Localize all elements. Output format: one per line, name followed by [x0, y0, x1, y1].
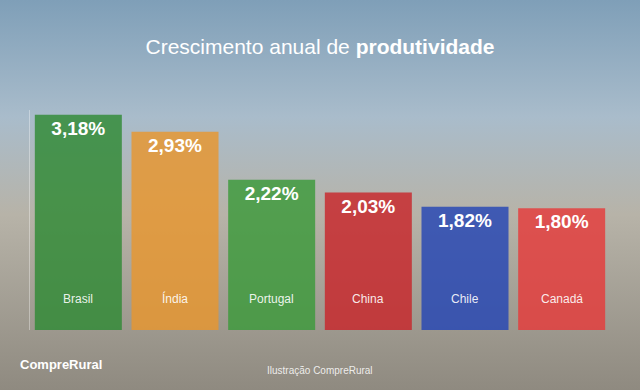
svg-text:China: China: [352, 292, 384, 306]
svg-text:Canadá: Canadá: [541, 292, 583, 306]
svg-text:Chile: Chile: [451, 292, 479, 306]
svg-text:1,80%: 1,80%: [535, 211, 589, 232]
svg-text:Ilustração CompreRural: Ilustração CompreRural: [267, 365, 373, 376]
svg-text:Índia: Índia: [162, 291, 188, 306]
svg-text:Crescimento anual de produtivi: Crescimento anual de produtividade: [146, 35, 495, 58]
svg-text:2,03%: 2,03%: [341, 196, 395, 217]
svg-text:Brasil: Brasil: [63, 292, 93, 306]
svg-text:CompreRural: CompreRural: [20, 357, 102, 372]
svg-text:2,22%: 2,22%: [245, 183, 299, 204]
svg-text:Portugal: Portugal: [249, 292, 294, 306]
svg-text:3,18%: 3,18%: [51, 118, 105, 139]
svg-text:2,93%: 2,93%: [148, 135, 202, 156]
svg-text:1,82%: 1,82%: [438, 210, 492, 231]
